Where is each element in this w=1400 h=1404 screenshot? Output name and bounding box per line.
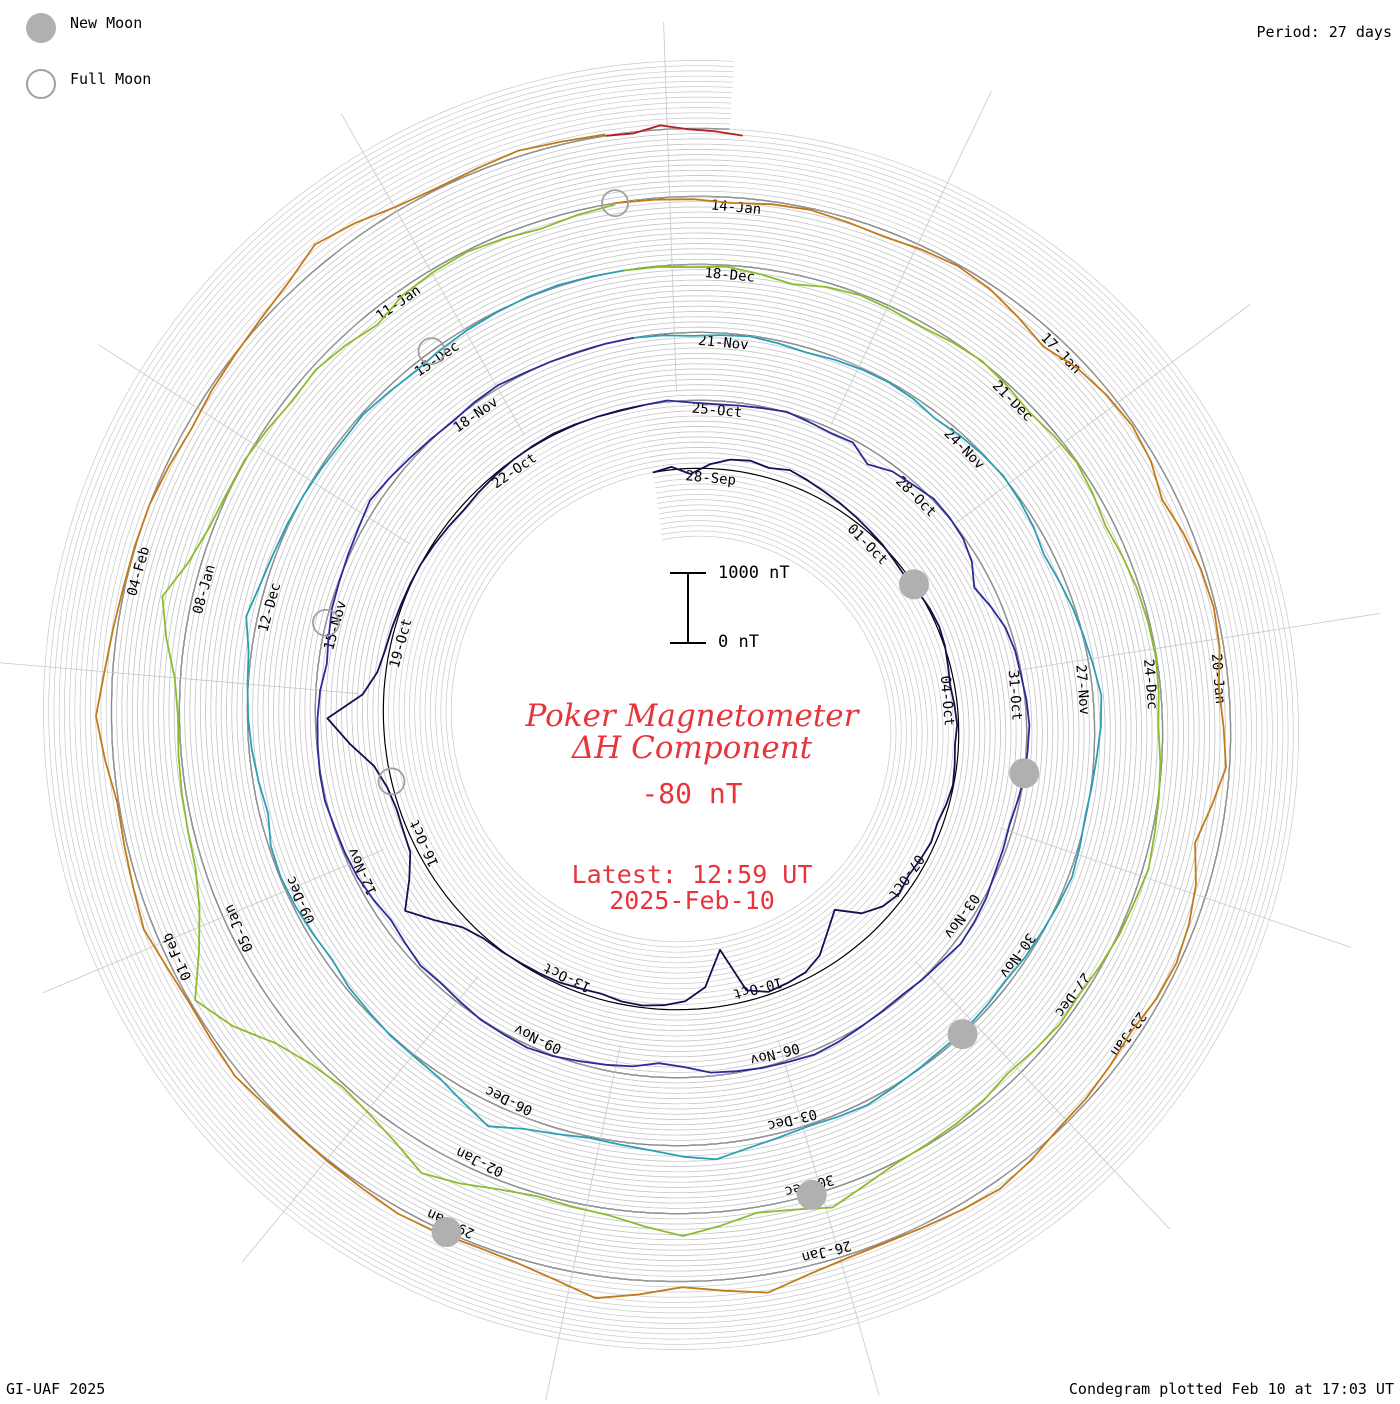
date-tick-label: 11-Jan	[373, 282, 424, 324]
spiral-grid-ring	[69, 86, 1273, 1324]
spoke-line	[830, 91, 992, 425]
spoke-line	[544, 1044, 621, 1404]
dh-series-line	[316, 336, 1031, 1074]
spoke-line	[98, 344, 411, 545]
date-tick-label: 04-Oct	[937, 675, 957, 727]
date-tick-label: 24-Dec	[1140, 658, 1160, 710]
latest-date: 2025-Feb-10	[609, 886, 775, 915]
new-moon-marker	[1009, 758, 1040, 789]
full-moon-marker	[601, 189, 629, 217]
spoke-line	[1000, 827, 1351, 948]
spiral-grid-ring	[100, 117, 1242, 1293]
date-tick-label: 06-Dec	[483, 1082, 536, 1118]
dh-series-line	[161, 203, 1162, 1237]
full-moon-marker	[377, 767, 406, 796]
full-moon-legend-icon	[26, 69, 56, 99]
dh-series-line	[245, 269, 1103, 1161]
spoke-line	[42, 849, 384, 994]
spoke-line	[340, 113, 525, 436]
date-tick-label: 22-Oct	[489, 450, 540, 492]
date-tick-label: 20-Jan	[1208, 653, 1228, 705]
spiral-grid-ring	[95, 112, 1247, 1298]
spiral-grid-ring	[79, 96, 1263, 1314]
current-value: -80 nT	[641, 777, 743, 810]
spiral-grid-ring	[84, 101, 1258, 1309]
latest-time: Latest: 12:59 UT	[571, 860, 813, 889]
chart-subtitle: ΔH Component	[571, 730, 813, 766]
new-moon-legend-icon	[26, 13, 56, 43]
date-tick-label: 14-Jan	[710, 197, 762, 218]
footer-plot-time: Condegram plotted Feb 10 at 17:03 UT	[1068, 1380, 1394, 1398]
new-moon-marker	[899, 569, 930, 600]
dh-series-line	[605, 124, 743, 137]
spiral-grid-ring	[48, 65, 1294, 1345]
date-tick-label: 27-Nov	[1072, 664, 1092, 716]
spiral-grid-ring	[90, 107, 1252, 1303]
dh-series-line	[95, 133, 1227, 1300]
date-tick-label: 21-Nov	[697, 333, 749, 354]
scale-top-label: 1000 nT	[718, 563, 790, 583]
spoke-line	[663, 22, 677, 393]
footer-credit: GI-UAF 2025	[6, 1380, 106, 1398]
date-tick-label: 18-Dec	[704, 265, 756, 286]
date-tick-label: 28-Sep	[685, 468, 737, 489]
dh-series-line	[326, 404, 959, 1007]
spiral-grid-ring	[105, 122, 1237, 1288]
new-moon-marker	[947, 1019, 978, 1050]
full-moon-legend-label: Full Moon	[70, 70, 152, 88]
spiral-grid-ring	[64, 81, 1278, 1329]
spoke-line	[242, 976, 479, 1263]
spiral-grid-ring	[74, 91, 1268, 1319]
period-label: Period: 27 days	[1256, 23, 1392, 41]
date-tick-label: 02-Jan	[454, 1143, 507, 1179]
spiral-grid-ring	[58, 75, 1284, 1335]
full-moon-marker	[312, 608, 340, 637]
spiral-grid-ring	[53, 70, 1289, 1340]
new-moon-marker	[431, 1217, 462, 1248]
spoke-line	[777, 1039, 880, 1396]
scale-bottom-label: 0 nT	[718, 632, 759, 652]
spoke-line	[1013, 613, 1380, 672]
chart-title: Poker Magnetometer	[525, 698, 859, 734]
spoke-line	[952, 304, 1251, 526]
full-moon-marker	[417, 337, 446, 365]
new-moon-marker	[796, 1179, 827, 1210]
new-moon-legend-label: New Moon	[70, 14, 143, 32]
spoke-line	[915, 960, 1171, 1230]
date-tick-label: 31-Oct	[1005, 669, 1025, 721]
